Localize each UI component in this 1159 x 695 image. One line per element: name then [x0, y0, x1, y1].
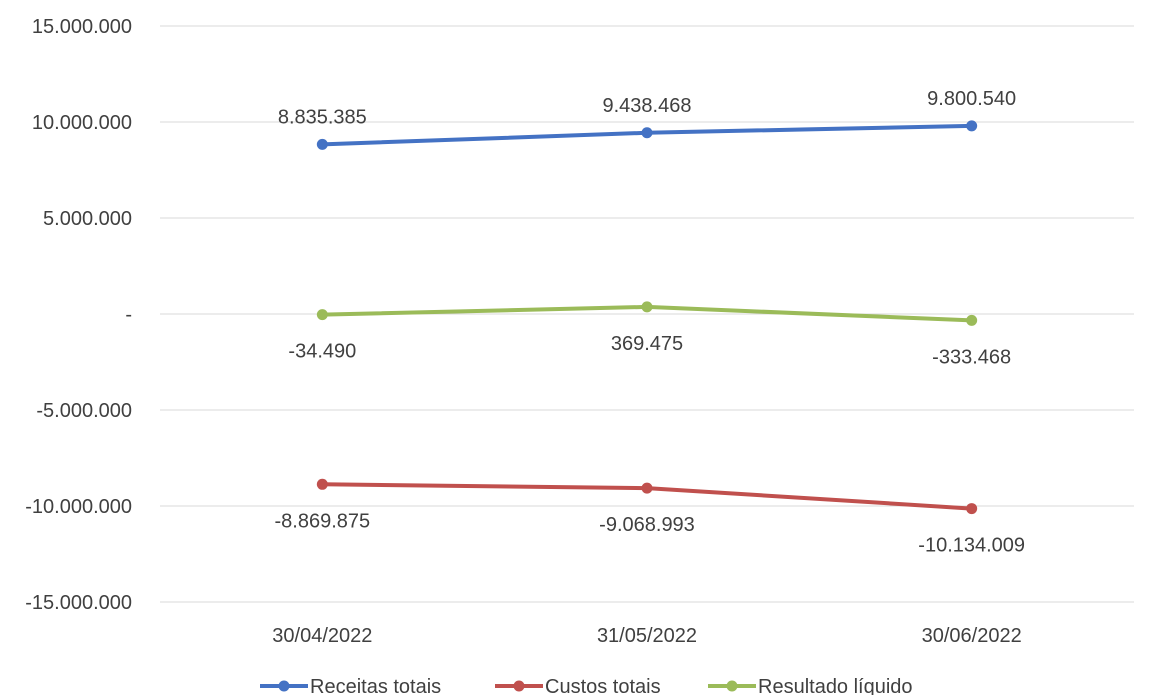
data-label: -9.068.993 — [599, 514, 695, 536]
data-label: -333.468 — [932, 346, 1011, 368]
y-axis-tick-labels: 15.000.000 10.000.000 5.000.000 - -5.000.000… — [25, 16, 132, 614]
x-tick-label: 30/06/2022 — [922, 625, 1022, 647]
legend-marker-swatch — [726, 680, 738, 692]
data-point-marker — [966, 314, 978, 326]
data-point-marker — [966, 120, 978, 132]
legend-label: Receitas totais — [310, 676, 441, 695]
legend: Receitas totais Custos totais Resultado lí… — [260, 676, 913, 695]
data-label: 9.438.468 — [603, 95, 692, 117]
legend-label: Custos totais — [545, 676, 661, 695]
x-tick-label: 30/04/2022 — [272, 625, 372, 647]
data-label: -8.869.875 — [275, 510, 371, 532]
data-label: 9.800.540 — [927, 88, 1016, 110]
legend-marker-swatch — [278, 680, 290, 692]
x-axis-tick-labels: 30/04/2022 31/05/2022 30/06/2022 — [272, 625, 1021, 647]
data-label: 369.475 — [611, 333, 683, 355]
y-tick-label: 10.000.000 — [32, 112, 132, 134]
y-tick-label: -10.000.000 — [25, 496, 132, 518]
y-tick-label: - — [125, 304, 132, 326]
data-point-marker — [316, 138, 328, 150]
data-point-marker — [641, 482, 653, 494]
data-label: -34.490 — [288, 341, 356, 363]
y-tick-label: -5.000.000 — [36, 400, 132, 422]
data-point-marker — [316, 309, 328, 321]
y-tick-label: 5.000.000 — [43, 208, 132, 230]
data-point-marker — [641, 301, 653, 313]
y-tick-label: -15.000.000 — [25, 592, 132, 614]
data-label: -10.134.009 — [918, 535, 1025, 557]
data-labels: 8.835.385 9.438.468 9.800.540 -8.869.875 -9.… — [275, 88, 1026, 557]
series-lines — [316, 120, 978, 515]
legend-label: Resultado líquido — [758, 676, 913, 695]
y-tick-label: 15.000.000 — [32, 16, 132, 38]
data-label: 8.835.385 — [278, 106, 367, 128]
data-point-marker — [641, 127, 653, 139]
data-point-marker — [316, 478, 328, 490]
x-tick-label: 31/05/2022 — [597, 625, 697, 647]
legend-marker-swatch — [513, 680, 525, 692]
data-point-marker — [966, 503, 978, 515]
